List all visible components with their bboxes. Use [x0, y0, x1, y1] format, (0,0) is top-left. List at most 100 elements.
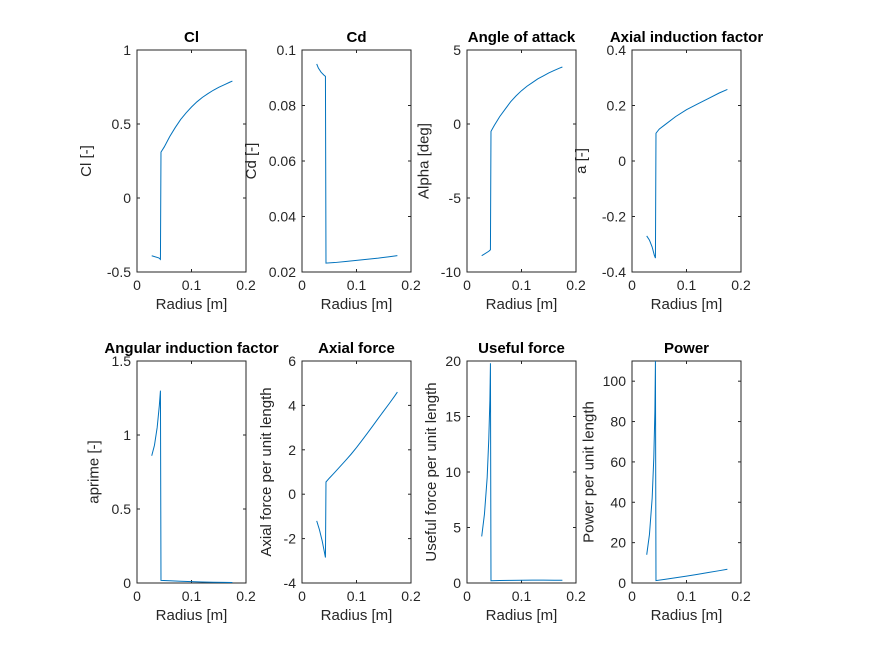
plot-area	[466, 49, 577, 273]
x-axis-label: Radius [m]	[486, 607, 558, 624]
y-tick-label: 80	[610, 414, 626, 430]
x-tick-label: 0.2	[236, 588, 256, 604]
y-tick-label: 1	[123, 42, 131, 58]
y-axis-label: Cd [-]	[243, 143, 260, 180]
y-tick-label: 0.08	[269, 98, 296, 114]
x-tick-label: 0.1	[182, 588, 202, 604]
y-tick-label: 6	[288, 353, 296, 369]
x-tick-label: 0.1	[677, 588, 697, 604]
subplot-title: Angular induction factor	[104, 340, 278, 357]
y-axis-label: aprime [-]	[86, 440, 103, 503]
series-line-1	[646, 88, 728, 259]
y-tick-label: 1.5	[112, 353, 132, 369]
x-axis-label: Radius [m]	[651, 607, 723, 624]
y-tick-label: 0.5	[112, 116, 132, 132]
subplot-2: 0 0.1 0.2 0.02 0.04 0.06 0.08 0.1 Cd Radius [m] Cd…	[243, 29, 421, 313]
y-tick-label: 0.1	[277, 42, 297, 58]
subplot-8: 0 0.1 0.2 0 20 40 60 80 100 Power Radius [m] Power …	[581, 340, 751, 624]
y-tick-label: -0.4	[602, 264, 626, 280]
plot-area	[301, 360, 412, 584]
y-tick-label: -0.2	[602, 209, 626, 225]
subplot-title: Useful force	[478, 340, 565, 357]
y-tick-label: 100	[603, 373, 627, 389]
subplot-title: Cd	[347, 29, 367, 46]
y-tick-label: 0	[123, 575, 131, 591]
y-tick-label: 40	[610, 494, 626, 510]
series-line-1	[151, 80, 233, 261]
x-tick-label: 0.2	[566, 277, 586, 293]
y-axis-label: Cl [-]	[78, 145, 95, 177]
x-tick-label: 0.2	[401, 277, 421, 293]
series-line-1	[316, 391, 398, 558]
y-tick-label: 10	[445, 464, 461, 480]
series-line-1	[481, 66, 563, 257]
x-tick-label: 0.1	[512, 277, 532, 293]
x-tick-label: 0.1	[677, 277, 697, 293]
x-axis-label: Radius [m]	[651, 296, 723, 313]
y-tick-label: 0	[453, 575, 461, 591]
subplot-title: Cl	[184, 29, 199, 46]
x-tick-label: 0.1	[512, 588, 532, 604]
y-tick-label: 20	[610, 535, 626, 551]
y-tick-label: -5	[449, 190, 462, 206]
plot-area	[466, 360, 577, 584]
y-tick-label: -4	[284, 575, 297, 591]
x-tick-label: 0.2	[731, 277, 751, 293]
plot-area	[301, 49, 412, 273]
x-tick-label: 0	[133, 588, 141, 604]
plot-area	[136, 360, 247, 584]
subplot-title: Axial force	[318, 340, 395, 357]
y-tick-label: 5	[453, 42, 461, 58]
y-tick-label: 0	[618, 153, 626, 169]
y-tick-label: 0	[288, 486, 296, 502]
series-line-1	[151, 390, 233, 583]
y-tick-label: 1	[123, 427, 131, 443]
y-tick-label: 0	[123, 190, 131, 206]
y-tick-label: 4	[288, 397, 296, 413]
x-tick-label: 0.1	[347, 588, 367, 604]
y-axis-label: Useful force per unit length	[423, 382, 440, 561]
x-tick-label: 0.2	[566, 588, 586, 604]
series-line-1	[646, 361, 728, 582]
x-tick-label: 0.2	[401, 588, 421, 604]
y-tick-label: 0.02	[269, 264, 296, 280]
y-tick-label: -10	[441, 264, 461, 280]
y-tick-label: 0.5	[112, 501, 132, 517]
y-axis-label: a [-]	[573, 148, 590, 174]
x-tick-label: 0.2	[731, 588, 751, 604]
y-tick-label: 0.04	[269, 209, 296, 225]
subplot-3: 0 0.1 0.2 -10 -5 0 5 Angle of attack Radius [m] A…	[416, 29, 586, 313]
y-tick-label: 0.4	[607, 42, 627, 58]
y-tick-label: -2	[284, 531, 297, 547]
x-tick-label: 0	[298, 588, 306, 604]
x-tick-label: 0.1	[182, 277, 202, 293]
x-axis-label: Radius [m]	[156, 296, 228, 313]
x-tick-label: 0	[463, 277, 471, 293]
subplot-title: Power	[664, 340, 709, 357]
subplot-6: 0 0.1 0.2 -4 -2 0 2 4 6 Axial force Radius [m] Axia…	[258, 340, 421, 624]
x-tick-label: 0	[133, 277, 141, 293]
x-tick-label: 0.1	[347, 277, 367, 293]
subplot-title: Angle of attack	[468, 29, 576, 46]
y-tick-label: 60	[610, 454, 626, 470]
x-tick-label: 0	[463, 588, 471, 604]
y-tick-label: 15	[445, 409, 461, 425]
x-tick-label: 0	[628, 588, 636, 604]
series-line-1	[316, 63, 398, 264]
subplot-title: Axial induction factor	[610, 29, 764, 46]
x-axis-label: Radius [m]	[486, 296, 558, 313]
x-tick-label: 0	[298, 277, 306, 293]
y-tick-label: -0.5	[107, 264, 131, 280]
subplot-7: 0 0.1 0.2 0 5 10 15 20 Useful force Radius [m] Use…	[423, 340, 586, 624]
x-tick-label: 0.2	[236, 277, 256, 293]
y-tick-label: 5	[453, 520, 461, 536]
x-axis-label: Radius [m]	[156, 607, 228, 624]
y-tick-label: 20	[445, 353, 461, 369]
y-axis-label: Axial force per unit length	[258, 387, 275, 556]
x-axis-label: Radius [m]	[321, 296, 393, 313]
x-axis-label: Radius [m]	[321, 607, 393, 624]
